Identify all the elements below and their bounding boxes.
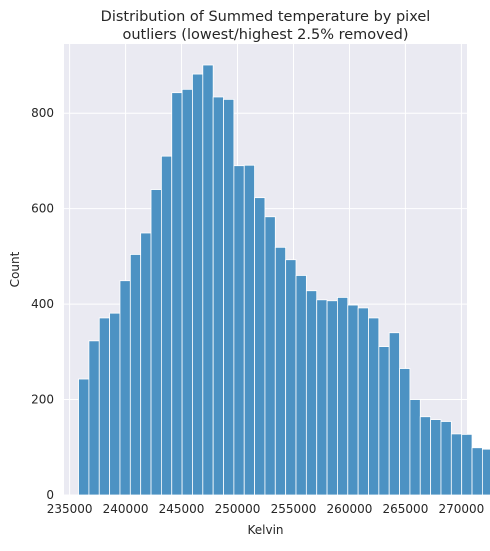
histogram-bar	[316, 299, 328, 496]
histogram-bar	[326, 300, 338, 496]
histogram-bar	[171, 92, 183, 496]
x-tick-label: 255000	[271, 502, 317, 516]
histogram-bar	[399, 368, 411, 496]
y-tick-label: 0	[46, 488, 54, 502]
x-tick-label: 260000	[327, 502, 373, 516]
y-tick-labels: 0 200 400 600 800	[31, 106, 54, 502]
histogram-bar	[243, 164, 255, 496]
histogram-bar	[430, 419, 442, 496]
x-tick-label: 245000	[159, 502, 205, 516]
x-tick-label: 250000	[215, 502, 261, 516]
histogram-bar	[160, 155, 173, 496]
histogram-bar	[285, 259, 297, 496]
histogram-bar	[202, 64, 214, 496]
histogram-bar	[212, 96, 224, 496]
histogram-bar	[471, 447, 483, 496]
histogram-bar	[192, 73, 204, 496]
histogram-bar	[264, 216, 276, 496]
histogram-bar	[305, 290, 318, 496]
histogram-bar	[98, 317, 111, 496]
x-tick-label: 265000	[383, 502, 429, 516]
bar-layer	[78, 64, 490, 496]
histogram-bar	[388, 332, 400, 496]
histogram-bar	[409, 399, 421, 496]
histogram-bar	[295, 275, 307, 496]
histogram-bar	[78, 378, 90, 496]
y-tick-label: 200	[31, 393, 54, 407]
histogram-bar	[140, 232, 152, 496]
histogram-bar	[109, 312, 121, 496]
histogram-bar	[150, 189, 162, 496]
histogram-bar	[254, 197, 266, 496]
histogram-bar	[274, 246, 287, 496]
histogram-bar	[119, 280, 131, 496]
histogram-bar	[347, 304, 359, 496]
histogram-bar	[233, 165, 245, 496]
histogram-bar	[368, 317, 380, 496]
x-tick-labels: 235000 240000 245000 250000 255000 260000 2650…	[47, 502, 485, 516]
x-tick-label: 240000	[103, 502, 149, 516]
histogram-bar	[378, 346, 390, 496]
histogram-bar	[88, 340, 100, 496]
x-tick-label: 235000	[47, 502, 93, 516]
histogram-bar	[223, 98, 235, 496]
histogram-bar	[181, 88, 193, 496]
chart-title-line-1: Distribution of Summed temperature by pi…	[101, 9, 431, 25]
chart-title-line-2: outliers (lowest/highest 2.5% removed)	[122, 27, 408, 43]
y-axis-label: Count	[8, 251, 22, 287]
histogram-bar	[337, 297, 349, 496]
x-axis-label: Kelvin	[247, 523, 283, 537]
histogram-bar	[440, 421, 452, 496]
histogram-bar	[461, 433, 473, 496]
histogram-bar	[481, 448, 490, 496]
histogram-bar	[357, 307, 369, 496]
histogram-bar	[450, 433, 463, 496]
x-tick-label: 270000	[438, 502, 484, 516]
y-tick-label: 400	[31, 297, 54, 311]
histogram-bar	[419, 416, 432, 496]
y-tick-label: 600	[31, 202, 54, 216]
histogram-bar	[129, 254, 142, 496]
y-tick-label: 800	[31, 106, 54, 120]
